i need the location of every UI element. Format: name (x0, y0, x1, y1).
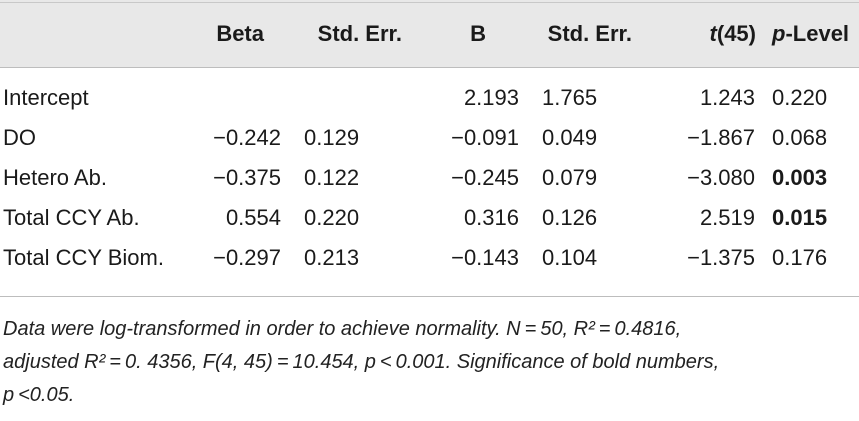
t-cell: −1.375 (687, 245, 755, 270)
t-cell: 2.519 (699, 205, 755, 230)
p-cell: 0.176 (772, 245, 828, 270)
p-cell: 0.068 (772, 125, 828, 150)
col-header-p: p-Level (772, 0, 859, 67)
top-rule (0, 2, 859, 3)
t-cell: −3.080 (687, 165, 755, 190)
regression-table: Beta Std. Err. B Std. Err. t(45) p-Level… (0, 0, 859, 278)
table-row: DO −0.242 0.129 −0.091 0.049 −1.867 0.06… (0, 118, 859, 158)
b-se-cell: 0.104 (542, 245, 598, 270)
footer-rule (0, 296, 859, 297)
table-footnote: Data were log-transformed in order to ac… (3, 313, 853, 412)
p-cell-significant: 0.003 (772, 165, 828, 190)
col-header-b-se: Std. Err. (547, 21, 632, 46)
p-cell: 0.220 (772, 85, 828, 110)
row-label: Hetero Ab. (3, 165, 107, 190)
col-header-beta: Beta (216, 21, 264, 46)
b-se-cell: 0.126 (542, 205, 598, 230)
t-df: (45) (716, 21, 756, 46)
beta-se-cell: 0.213 (304, 245, 360, 270)
col-header-label (0, 0, 194, 67)
t-cell: −1.867 (687, 125, 755, 150)
table-row: Hetero Ab. −0.375 0.122 −0.245 0.079 −3.… (0, 158, 859, 198)
table-row: Total CCY Ab. 0.554 0.220 0.316 0.126 2.… (0, 198, 859, 238)
b-cell: −0.245 (451, 165, 519, 190)
b-se-cell: 1.765 (542, 85, 598, 110)
col-header-beta-se: Std. Err. (317, 21, 402, 46)
col-header-t: t(45) (645, 0, 772, 67)
header-row: Beta Std. Err. B Std. Err. t(45) p-Level (0, 0, 859, 67)
b-se-cell: 0.049 (542, 125, 598, 150)
table-row: Intercept 2.193 1.765 1.243 0.220 (0, 67, 859, 118)
beta-cell: −0.297 (213, 245, 281, 270)
b-cell: 2.193 (463, 85, 519, 110)
p-cell-significant: 0.015 (772, 205, 828, 230)
p-symbol: p (772, 21, 786, 46)
row-label: DO (3, 125, 36, 150)
b-cell: −0.143 (451, 245, 519, 270)
header-rule (0, 67, 859, 68)
footnote-line: Data were log-transformed in order to ac… (3, 318, 682, 340)
beta-cell: −0.375 (213, 165, 281, 190)
b-cell: −0.091 (451, 125, 519, 150)
col-header-b: B (470, 21, 486, 46)
beta-cell: 0.554 (225, 205, 281, 230)
beta-se-cell: 0.220 (304, 205, 360, 230)
p-level-text: -Level (785, 21, 850, 46)
footnote-line: p <0.05. (3, 384, 75, 406)
beta-se-cell: 0.122 (304, 165, 360, 190)
t-symbol: t (709, 21, 717, 46)
header-band (0, 0, 859, 68)
beta-cell: −0.242 (213, 125, 281, 150)
row-label: Intercept (3, 85, 89, 110)
row-label: Total CCY Ab. (3, 205, 140, 230)
b-se-cell: 0.079 (542, 165, 598, 190)
beta-cell (194, 67, 294, 118)
beta-se-cell: 0.129 (304, 125, 360, 150)
b-cell: 0.316 (463, 205, 519, 230)
row-label: Total CCY Biom. (3, 245, 164, 270)
t-cell: 1.243 (699, 85, 755, 110)
footnote-line: adjusted R² = 0. 4356, F(4, 45) = 10.454… (3, 351, 720, 373)
table-row: Total CCY Biom. −0.297 0.213 −0.143 0.10… (0, 238, 859, 278)
beta-se-cell (294, 67, 412, 118)
